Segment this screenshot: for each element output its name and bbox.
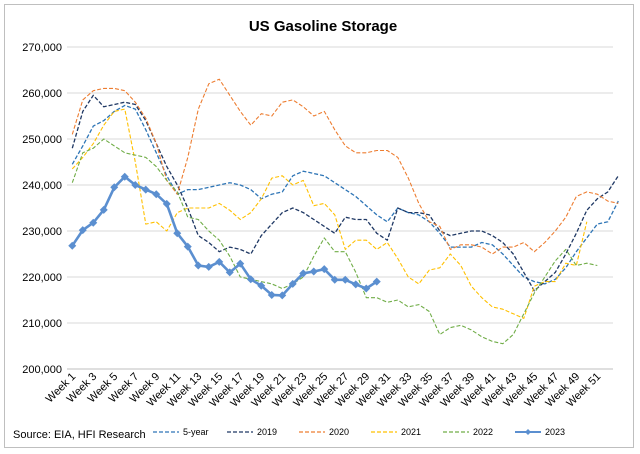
- data-point: [236, 259, 245, 268]
- y-axis: 200,000 210,000 220,000 230,000 240,000 250,0…: [22, 42, 62, 376]
- data-point: [320, 265, 329, 274]
- plot-area: [68, 78, 619, 345]
- data-point: [278, 291, 287, 300]
- data-point: [131, 181, 140, 189]
- y-tick-label: 240,000: [22, 180, 62, 192]
- data-point: [351, 280, 360, 289]
- data-point: [162, 199, 171, 208]
- legend: 5-year 2019 2020 2021 2022 2023: [153, 427, 565, 437]
- y-tick-label: 230,000: [22, 226, 62, 238]
- legend-label: 2021: [401, 427, 421, 437]
- y-tick-label: 260,000: [22, 88, 62, 100]
- gridlines: [67, 46, 613, 370]
- y-tick-label: 210,000: [22, 318, 62, 330]
- y-tick-label: 270,000: [22, 42, 62, 54]
- data-point: [372, 277, 381, 286]
- data-point: [194, 261, 203, 270]
- data-point: [110, 183, 119, 192]
- series-line-2021: [71, 108, 588, 319]
- data-point: [215, 257, 224, 266]
- legend-label: 2023: [545, 427, 565, 437]
- legend-marker: [525, 429, 531, 435]
- data-point: [330, 275, 339, 284]
- data-point: [68, 241, 77, 250]
- y-tick-label: 220,000: [22, 272, 62, 284]
- data-point: [246, 275, 255, 284]
- data-point: [267, 290, 276, 299]
- data-point: [341, 275, 350, 284]
- data-point: [288, 279, 297, 288]
- chart-frame: US Gasoline Storage 200,000 210,000 220,00…: [4, 4, 634, 448]
- series-line-2019: [71, 94, 619, 292]
- chart-title: US Gasoline Storage: [249, 18, 397, 35]
- data-point: [141, 185, 150, 194]
- y-tick-label: 250,000: [22, 134, 62, 146]
- data-point: [204, 262, 213, 271]
- data-point: [183, 242, 192, 251]
- data-point: [120, 172, 129, 181]
- y-tick-label: 200,000: [22, 364, 62, 376]
- data-point: [99, 205, 108, 214]
- legend-label: 5-year: [183, 427, 209, 437]
- data-point: [362, 284, 371, 293]
- series-line-2020: [71, 78, 619, 255]
- legend-label: 2022: [473, 427, 493, 437]
- data-point: [173, 229, 182, 238]
- source-note: Source: EIA, HFI Research: [13, 429, 146, 441]
- series-line-2023: [71, 175, 378, 297]
- data-point: [78, 226, 87, 235]
- data-point: [152, 190, 161, 199]
- data-point: [309, 267, 318, 276]
- series-line-2022: [71, 138, 598, 345]
- legend-label: 2020: [329, 427, 349, 437]
- data-point: [89, 218, 98, 227]
- data-point: [257, 281, 266, 290]
- data-point: [225, 268, 234, 277]
- data-point: [299, 269, 308, 278]
- legend-label: 2019: [257, 427, 277, 437]
- line-chart: US Gasoline Storage 200,000 210,000 220,00…: [13, 18, 619, 441]
